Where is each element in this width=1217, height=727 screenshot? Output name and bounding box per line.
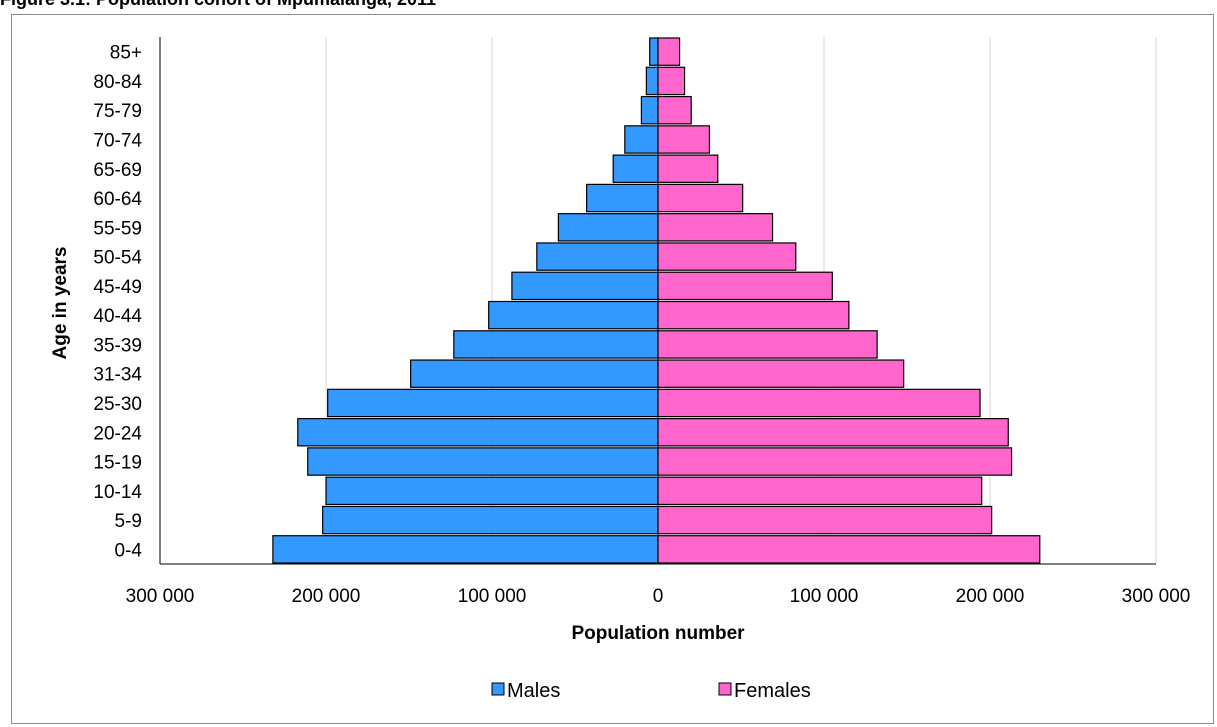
x-tick-label: 300 000 [126,586,195,607]
legend-females-label: Females [734,680,811,702]
y-tick-label: 55-59 [93,218,142,239]
x-axis-title: Population number [571,623,745,644]
male-bar [327,388,659,418]
male-bar [612,154,659,183]
y-tick-label: 85+ [110,43,142,64]
female-bar [657,359,905,388]
male-bar [453,330,659,359]
female-bar [657,418,1009,447]
y-tick-label: 45-49 [93,277,142,298]
male-bar [640,95,659,125]
male-bar [645,66,659,96]
x-tick-label: 300 000 [1122,586,1191,607]
female-bar [657,388,981,418]
legend-females-swatch [718,682,732,696]
female-bar [657,125,711,154]
figure-title: Figure 3.1: Population cohort of Mpumala… [0,0,436,10]
female-bar [657,505,993,535]
female-bar [657,37,681,66]
male-bar [511,271,659,301]
female-bar [657,271,833,301]
female-bar [657,476,983,506]
x-tick-label: 100 000 [458,586,527,607]
female-bar [657,330,878,359]
female-bar [657,154,719,183]
male-bar [488,300,659,330]
y-axis-title: Age in years [50,247,71,360]
bars [272,37,1041,564]
male-bar [307,447,659,476]
female-bar [657,242,797,271]
y-tick-label: 5-9 [115,511,142,532]
x-tick-label: 0 [653,586,664,607]
y-tick-label: 80-84 [93,72,142,93]
legend-males-swatch [491,682,505,696]
male-bar [586,183,659,213]
female-bar [657,95,692,125]
x-tick-label: 100 000 [790,586,859,607]
y-tick-label: 25-30 [93,394,142,415]
y-tick-label: 10-14 [93,482,142,503]
y-tick-label: 70-74 [93,130,142,151]
male-bar [557,213,659,242]
female-bar [657,447,1013,476]
female-bar [657,300,850,330]
x-tick-label: 200 000 [292,586,361,607]
y-tick-label: 65-69 [93,160,142,181]
female-bar [657,535,1041,564]
male-bar [325,476,659,506]
legend-males-label: Males [507,680,560,702]
male-bar [322,505,659,535]
y-tick-label: 35-39 [93,335,142,356]
y-tick-label: 20-24 [93,423,142,444]
male-bar [272,535,659,564]
y-tick-label: 50-54 [93,248,142,269]
x-tick-label: 200 000 [956,586,1025,607]
y-tick-label: 31-34 [93,365,142,386]
y-tick-label: 0-4 [115,540,143,561]
chart-frame [11,14,1214,724]
male-bar [297,418,659,447]
y-tick-label: 60-64 [93,189,142,210]
male-bar [410,359,659,388]
y-tick-label: 75-79 [93,101,142,122]
female-bar [657,213,774,242]
y-tick-label: 40-44 [93,306,142,327]
male-bar [649,37,659,66]
axes: 300 000 200 000 100 000 0 100 000 200 000 300 … [93,37,1190,607]
female-bar [657,183,744,213]
female-bar [657,66,686,96]
male-bar [536,242,659,271]
legend: Males Females [491,680,811,702]
male-bar [624,125,659,154]
y-tick-label: 15-19 [93,453,142,474]
